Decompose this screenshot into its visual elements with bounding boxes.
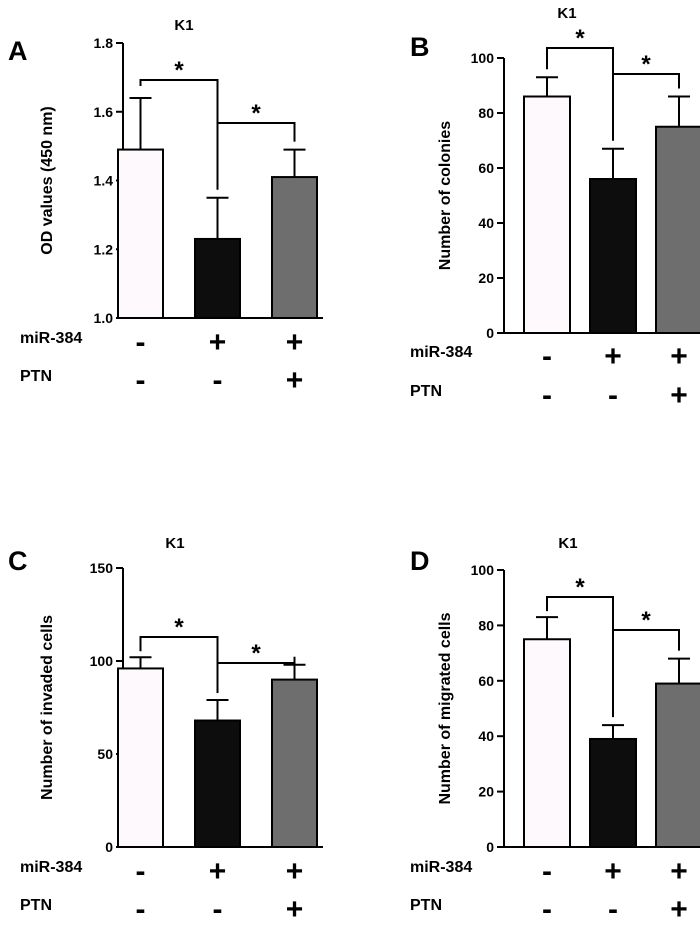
chart-panel-b: B K1 0 20 40 60 80 100 Number of colonies * * miR-3… — [410, 5, 700, 412]
y-tick-label: 0 — [486, 839, 494, 855]
y-tick-label: 1.8 — [94, 35, 114, 51]
y-tick-label: 100 — [471, 50, 495, 66]
minus-sign: - — [608, 379, 618, 412]
bar-3 — [655, 125, 700, 334]
chart-panel-d: D K1 0 20 40 60 80 100 Number of migrated cells *… — [410, 535, 700, 926]
y-axis-label: Number of invaded cells — [39, 615, 56, 800]
plus-sign: + — [209, 855, 227, 888]
y-axis-label: OD values (450 nm) — [39, 106, 56, 255]
significance-star-2: * — [251, 100, 261, 127]
minus-sign: - — [136, 326, 146, 359]
bar-1 — [523, 638, 571, 848]
plus-sign: + — [670, 379, 688, 412]
minus-sign: - — [608, 893, 618, 926]
chart-title: K1 — [174, 17, 193, 34]
plus-sign: + — [209, 326, 227, 359]
y-tick-label: 0 — [105, 839, 113, 855]
bar-2 — [194, 719, 241, 849]
plus-sign: + — [670, 340, 688, 373]
y-tick-label: 100 — [90, 653, 114, 669]
chart-title: K1 — [558, 535, 577, 552]
plus-sign: + — [670, 893, 688, 926]
significance-bracket-2 — [612, 73, 680, 104]
bar-2 — [194, 237, 241, 319]
minus-sign: - — [542, 379, 552, 412]
row-label-ptn: PTN — [20, 897, 52, 914]
y-tick-label: 0 — [486, 325, 494, 341]
bar-3 — [271, 176, 318, 319]
plus-sign: + — [286, 364, 304, 397]
minus-sign: - — [136, 364, 146, 397]
chart-panel-a: A K1 1.0 1.2 1.4 1.6 1.8 OD values (450 nm) * * mi… — [8, 17, 323, 397]
minus-sign: - — [136, 855, 146, 888]
y-tick-label: 1.0 — [94, 310, 114, 326]
bar-2 — [589, 737, 637, 848]
bar-1 — [523, 95, 571, 334]
significance-bracket-2 — [216, 656, 296, 693]
significance-star-1: * — [575, 574, 585, 601]
chart-title: K1 — [557, 5, 576, 22]
row-label-mir-384: miR-384 — [20, 859, 82, 876]
plus-sign: + — [286, 855, 304, 888]
row-label-ptn: PTN — [20, 368, 52, 385]
significance-star-2: * — [641, 607, 651, 634]
y-tick-label: 60 — [478, 673, 494, 689]
plus-sign: + — [670, 855, 688, 888]
bar-1 — [117, 148, 164, 319]
y-tick-label: 1.2 — [94, 241, 114, 257]
bar-1 — [117, 667, 164, 848]
y-tick-label: 1.6 — [94, 104, 114, 120]
minus-sign: - — [542, 893, 552, 926]
panel-letter: A — [8, 36, 28, 66]
y-tick-label: 80 — [478, 105, 494, 121]
y-tick-label: 80 — [478, 617, 494, 633]
panel-letter: D — [410, 546, 430, 576]
bar-3 — [655, 682, 700, 848]
significance-star-1: * — [174, 57, 184, 84]
row-label-mir-384: miR-384 — [20, 330, 82, 347]
y-tick-label: 20 — [478, 784, 494, 800]
y-tick-label: 150 — [90, 560, 114, 576]
row-label-mir-384: miR-384 — [410, 859, 472, 876]
significance-bracket-2 — [216, 122, 296, 153]
y-tick-label: 40 — [478, 728, 494, 744]
chart-panel-c: C K1 0 50 100 150 Number of invaded cells * * miR… — [8, 535, 323, 926]
y-axis-label: Number of colonies — [437, 121, 454, 270]
y-tick-label: 20 — [478, 270, 494, 286]
significance-star-2: * — [641, 51, 651, 78]
bar-3 — [271, 678, 318, 848]
significance-star-2: * — [251, 640, 261, 667]
significance-star-1: * — [174, 614, 184, 641]
significance-bracket-2 — [612, 629, 680, 660]
bar-2 — [589, 178, 637, 334]
y-tick-label: 40 — [478, 215, 494, 231]
y-axis-label: Number of migrated cells — [437, 612, 454, 804]
y-tick-label: 60 — [478, 160, 494, 176]
minus-sign: - — [213, 893, 223, 926]
panel-letter: B — [410, 32, 430, 62]
y-tick-label: 100 — [471, 562, 495, 578]
plus-sign: + — [286, 326, 304, 359]
minus-sign: - — [136, 893, 146, 926]
minus-sign: - — [213, 364, 223, 397]
minus-sign: - — [542, 340, 552, 373]
plus-sign: + — [604, 855, 622, 888]
plus-sign: + — [604, 340, 622, 373]
panel-letter: C — [8, 546, 28, 576]
y-tick-label: 1.4 — [94, 173, 114, 189]
row-label-mir-384: miR-384 — [410, 344, 472, 361]
plus-sign: + — [286, 893, 304, 926]
y-tick-label: 50 — [97, 746, 113, 762]
row-label-ptn: PTN — [410, 897, 442, 914]
minus-sign: - — [542, 855, 552, 888]
significance-star-1: * — [575, 25, 585, 52]
row-label-ptn: PTN — [410, 383, 442, 400]
chart-title: K1 — [165, 535, 184, 552]
